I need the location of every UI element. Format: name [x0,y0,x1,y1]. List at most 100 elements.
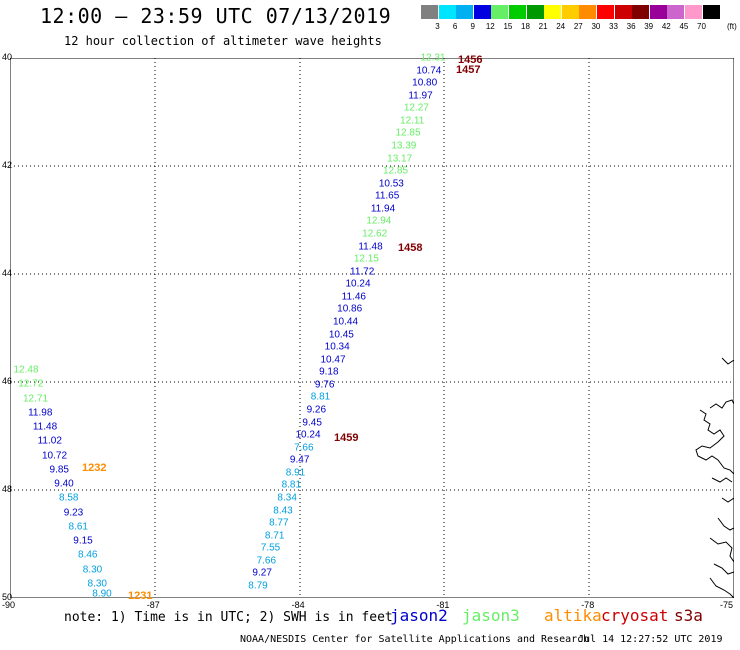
generation-timestamp: Jul 14 12:27:52 UTC 2019 [578,634,723,645]
legend-swatch-label: 3 [435,22,440,31]
pass-time-label: 1232 [82,462,107,474]
legend-unit: (ft) [727,22,737,31]
wave-height-reading: 9.85 [49,464,69,476]
wave-height-reading: 12.94 [366,215,392,227]
wave-height-reading: 9.27 [252,567,272,579]
wave-height-reading: 13.17 [387,153,413,165]
wave-height-reading: 10.80 [412,77,438,89]
wave-height-reading: 9.26 [306,404,327,416]
legend-swatch-label: 15 [503,22,513,31]
legend-swatch [702,5,720,19]
longitude-tick-label: -81 [436,600,450,610]
wave-height-reading: 8.90 [92,588,112,600]
wave-height-reading: 10.44 [332,316,359,328]
wave-height-reading: 8.46 [78,549,98,561]
wave-height-reading: 10.47 [320,354,346,366]
wave-height-reading: 12.15 [353,253,379,265]
latitude-tick-label: 48 [2,484,13,494]
wave-height-reading: 7.66 [256,555,277,567]
pass-time-label: 1459 [334,432,359,444]
satellite-name-s3a: s3a [674,606,703,625]
wave-height-reading: 12.27 [403,102,429,114]
legend-swatch-label: 18 [521,22,530,31]
wave-height-reading: 8.77 [269,517,289,529]
wave-height-reading: 11.48 [358,241,383,253]
credit-text: NOAA/NESDIS Center for Satellite Applica… [240,634,590,645]
wave-height-reading: 11.94 [370,203,396,215]
wave-height-reading: 10.72 [41,450,68,461]
wave-height-reading: 11.48 [32,421,58,433]
wave-height-reading: 10.53 [378,178,404,190]
map-grid [10,58,734,598]
map-subtitle: 12 hour collection of altimeter wave hei… [64,34,382,48]
wave-height-reading: 11.72 [350,266,375,278]
wave-height-reading: 11.46 [341,291,366,303]
legend-swatch-label: 36 [626,22,636,31]
wave-height-reading: 12.11 [400,115,425,127]
legend-swatch-label: 39 [644,22,654,31]
latitude-tick-label: 46 [2,376,13,386]
legend-swatch-label: 12 [485,22,495,31]
longitude-tick-label: -90 [2,600,16,610]
wave-height-reading: 9.76 [314,379,335,391]
wave-height-reading: 9.15 [73,535,93,547]
satellite-name-cryosat: cryosat [601,606,669,625]
legend-swatch [473,5,491,19]
wave-height-reading: 8.43 [273,505,293,517]
wave-height-reading: 10.86 [337,303,363,315]
legend-swatch-label: 45 [679,22,689,31]
wave-height-reading: 8.30 [87,578,107,590]
legend-swatch [667,5,685,19]
wave-height-reading: 7.66 [294,442,314,454]
wave-height-reading: 11.65 [375,190,400,202]
latitude-tick-label: 42 [2,160,13,170]
legend-swatch [597,5,614,19]
wave-height-reading: 10.24 [345,278,371,290]
legend-swatch [491,5,509,19]
wave-height-reading: 10.24 [295,429,321,441]
wave-height-reading: 12.48 [13,364,39,376]
legend-swatch [509,5,526,19]
legend-swatch [614,5,632,19]
legend-swatch-label: 27 [573,22,583,31]
wave-height-reading: 9.18 [319,366,339,378]
wave-height-reading: 10.45 [328,329,354,341]
longitude-tick-label: -87 [146,600,160,610]
legend-swatch [438,5,456,19]
wave-height-reading: 8.61 [68,521,88,533]
legend-swatch [579,5,597,19]
legend-swatch-label: 9 [470,22,475,31]
wave-height-reading: 12.72 [18,378,44,390]
wave-height-reading: 11.97 [408,90,433,102]
legend-swatch [632,5,650,19]
pass-time-label: 1231 [128,590,153,602]
legend-swatch-label: 24 [556,22,566,31]
wave-height-reading: 8.30 [82,564,103,575]
wave-height-reading: 7.55 [260,542,281,554]
legend-swatch-label: 30 [591,22,601,31]
coastline [695,357,734,598]
wave-height-reading: 10.74 [416,65,442,77]
wave-height-reading: 9.47 [289,454,310,466]
legend-swatch [685,5,702,19]
satellite-name-jason2: jason2 [390,606,448,625]
wave-height-reading: 12.85 [382,165,409,177]
wave-height-reading: 8.91 [285,467,306,479]
wave-height-reading: 12.62 [362,228,388,240]
pass-time-label: 1456 [458,54,483,66]
pass-time-label: 1457 [456,64,481,76]
legend-swatch-label: 21 [538,22,548,31]
latitude-tick-label: 40 [2,52,13,62]
map-plot-area: 12.31 10.74 10.80 11.97 12.27 12.11 12.85 13.39… [10,53,734,602]
satellite-name-altika: altika [544,606,602,625]
longitude-tick-label: -78 [581,600,595,610]
legend-swatch [526,5,544,19]
wave-height-reading: 11.98 [28,407,53,419]
legend-swatch-label: 33 [609,22,618,31]
legend-swatch-label: 6 [452,22,458,31]
legend-swatch [456,5,474,19]
wave-height-reading: 8.34 [277,492,297,504]
wave-height-reading: 11.02 [37,435,62,447]
longitude-tick-label: -75 [720,600,734,610]
